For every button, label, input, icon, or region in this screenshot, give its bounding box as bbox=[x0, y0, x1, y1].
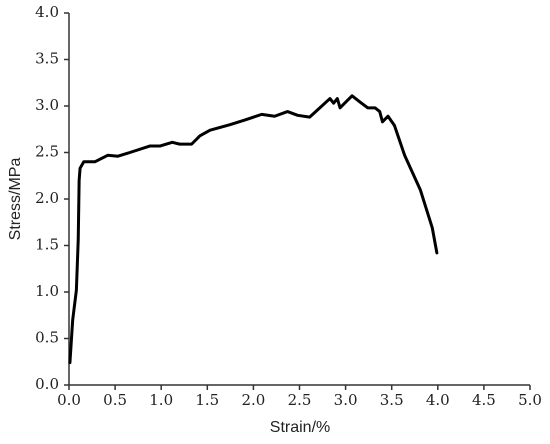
x-tick-label: 2.0 bbox=[241, 391, 265, 409]
y-tick-label: 0.0 bbox=[35, 375, 59, 393]
x-axis-label: Strain/% bbox=[270, 419, 330, 436]
y-tick-label: 3.5 bbox=[35, 50, 59, 68]
x-tick-label: 1.5 bbox=[195, 391, 219, 409]
y-tick-label: 2.5 bbox=[35, 143, 59, 161]
x-tick-label: 3.0 bbox=[334, 391, 358, 409]
x-tick-label: 2.5 bbox=[288, 391, 312, 409]
y-tick-label: 4.0 bbox=[35, 3, 59, 21]
x-tick-label: 5.0 bbox=[518, 391, 542, 409]
y-tick-label: 2.0 bbox=[35, 189, 59, 207]
x-tick-label: 1.0 bbox=[149, 391, 173, 409]
stress-strain-curve bbox=[68, 94, 439, 365]
y-tick-label: 0.5 bbox=[35, 329, 59, 347]
x-tick-label: 4.5 bbox=[472, 391, 496, 409]
x-tick-label: 4.0 bbox=[426, 391, 450, 409]
y-tick-label: 3.0 bbox=[35, 96, 59, 114]
x-tick-label: 0.0 bbox=[57, 391, 81, 409]
y-tick-label: 1.5 bbox=[35, 236, 59, 254]
y-axis-label: Stress/MPa bbox=[7, 158, 24, 241]
x-tick-label: 0.5 bbox=[103, 391, 127, 409]
y-tick-label: 1.0 bbox=[35, 282, 59, 300]
x-tick-label: 3.5 bbox=[380, 391, 404, 409]
